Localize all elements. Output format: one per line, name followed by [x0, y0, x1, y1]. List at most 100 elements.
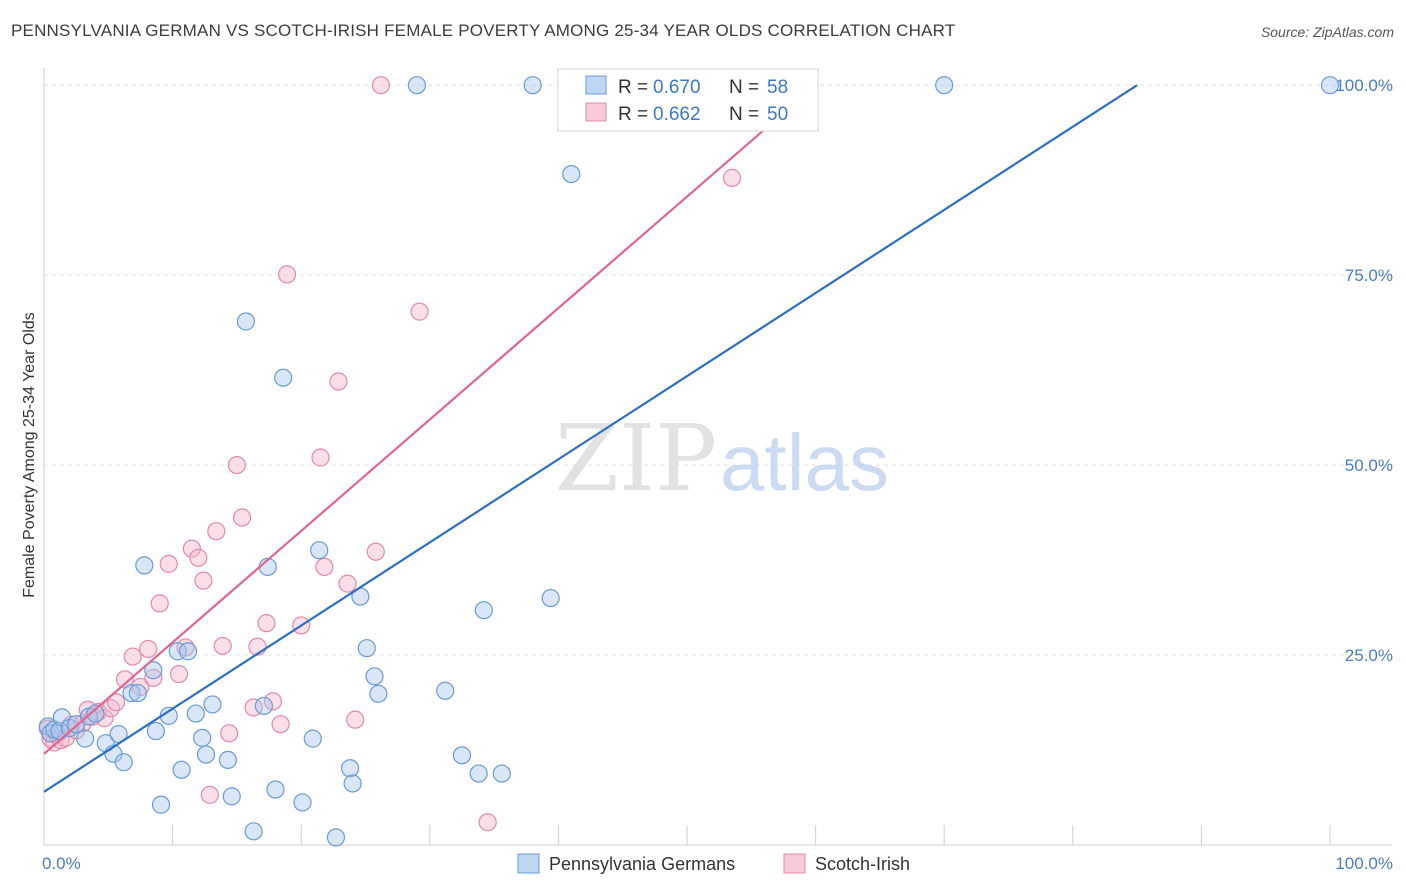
- x-tick-labels: 0.0% 100.0%: [42, 854, 1393, 873]
- pink-point-37: [271, 715, 290, 734]
- pink-point-41: [315, 557, 334, 577]
- blue-point-35: [274, 368, 293, 387]
- source-label: Source: ZipAtlas.com: [1260, 24, 1394, 40]
- x-tick-label-1: 100.0%: [1335, 854, 1393, 873]
- blue-point-36: [293, 793, 312, 812]
- blue-point-18: [146, 721, 165, 741]
- pink-point-27: [200, 785, 219, 804]
- y-tick-label-0: 25.0%: [1345, 646, 1393, 665]
- bottom-legend-label-pink: Scotch-Irish: [815, 854, 910, 874]
- blue-point-16: [135, 556, 154, 575]
- y-tick-label-2: 75.0%: [1345, 266, 1393, 285]
- blue-point-29: [222, 787, 241, 806]
- blue-point-54: [562, 164, 581, 184]
- pink-point-22: [169, 664, 189, 684]
- pink-trend-line: [43, 84, 817, 755]
- pink-point-47: [371, 76, 391, 95]
- y-tick-label-3: 100.0%: [1335, 76, 1393, 95]
- bottom-legend-swatch-blue: [517, 853, 540, 874]
- blue-point-53: [541, 588, 560, 608]
- pink-point-14: [106, 693, 126, 712]
- blue-point-49: [469, 764, 488, 783]
- blue-point-24: [186, 704, 205, 723]
- legend-n-value-pink: 50: [767, 104, 788, 125]
- blue-point-50: [474, 601, 493, 620]
- blue-point-19: [151, 795, 171, 814]
- pink-point-31: [227, 455, 246, 475]
- pink-point-49: [722, 168, 742, 187]
- blue-point-46: [407, 76, 427, 95]
- blue-point-22: [172, 760, 191, 779]
- pink-point-28: [207, 522, 226, 541]
- gridlines: [44, 84, 1392, 656]
- blue-point-44: [365, 667, 384, 686]
- pink-point-16: [123, 647, 142, 666]
- legend-n-label-blue: N =: [729, 77, 759, 98]
- blue-point-28: [218, 750, 237, 770]
- bottom-legend: Pennsylvania Germans Scotch-Irish: [517, 853, 910, 874]
- axes: [43, 68, 1392, 846]
- blue-point-52: [523, 76, 542, 95]
- blue-point-7: [76, 729, 95, 748]
- pink-point-46: [410, 302, 429, 321]
- pink-point-30: [220, 724, 239, 743]
- x-tick-label-0: 0.0%: [42, 854, 81, 873]
- blue-point-43: [357, 639, 376, 658]
- pink-point-20: [150, 594, 169, 613]
- pink-point-43: [338, 574, 357, 593]
- blue-point-30: [236, 312, 256, 331]
- blue-point-32: [254, 696, 274, 716]
- blue-point-31: [244, 822, 263, 841]
- pink-point-25: [189, 548, 208, 567]
- pink-point-38: [277, 265, 297, 284]
- series-blue-points: [38, 76, 1340, 847]
- pink-point-19: [144, 668, 163, 687]
- watermark-zip: ZIP: [555, 405, 717, 512]
- pink-point-32: [232, 508, 252, 527]
- pink-point-48: [478, 813, 497, 832]
- chart-title: PENNSYLVANIA GERMAN VS SCOTCH-IRISH FEMA…: [11, 21, 956, 40]
- y-tick-label-1: 50.0%: [1345, 456, 1393, 475]
- pink-point-21: [159, 554, 178, 573]
- legend-r-label-blue: R =: [618, 77, 648, 98]
- blue-point-14: [122, 683, 141, 703]
- blue-point-17: [144, 661, 163, 680]
- legend-r-label-pink: R =: [618, 104, 648, 125]
- pink-point-35: [257, 614, 276, 633]
- legend-n-label-pink: N =: [729, 104, 759, 125]
- pink-point-18: [139, 639, 158, 659]
- blue-point-27: [203, 695, 222, 714]
- y-tick-labels: 25.0% 50.0% 75.0% 100.0%: [1335, 76, 1393, 665]
- blue-point-45: [369, 684, 388, 703]
- bottom-legend-label-blue: Pennsylvania Germans: [549, 854, 735, 874]
- bottom-legend-swatch-pink: [783, 853, 806, 874]
- legend-swatch-pink: [585, 102, 607, 122]
- y-axis-title: Female Poverty Among 25-34 Year Olds: [21, 312, 38, 598]
- pink-point-26: [194, 571, 213, 590]
- blue-point-37: [303, 729, 322, 748]
- pink-point-40: [311, 448, 330, 467]
- legend-swatch-blue: [585, 75, 607, 95]
- pink-point-42: [329, 372, 348, 391]
- blue-point-51: [492, 764, 511, 783]
- blue-point-48: [452, 746, 472, 765]
- legend-r-value-pink: 0.662: [653, 104, 701, 125]
- pink-point-29: [213, 636, 232, 656]
- blue-point-26: [196, 745, 216, 764]
- blue-point-56: [935, 76, 954, 95]
- blue-point-47: [436, 681, 455, 700]
- blue-point-39: [326, 828, 346, 847]
- blue-trend-line: [43, 84, 1138, 793]
- trend-lines: [43, 84, 1138, 793]
- legend-r-value-blue: 0.670: [653, 77, 701, 98]
- blue-point-9: [86, 704, 105, 723]
- blue-point-41: [343, 774, 362, 793]
- pink-point-12: [95, 709, 114, 728]
- blue-point-38: [310, 541, 329, 560]
- blue-point-23: [178, 642, 198, 661]
- blue-point-25: [193, 728, 212, 747]
- watermark-atlas: atlas: [720, 418, 889, 507]
- blue-point-13: [114, 753, 133, 772]
- blue-point-21: [168, 642, 187, 661]
